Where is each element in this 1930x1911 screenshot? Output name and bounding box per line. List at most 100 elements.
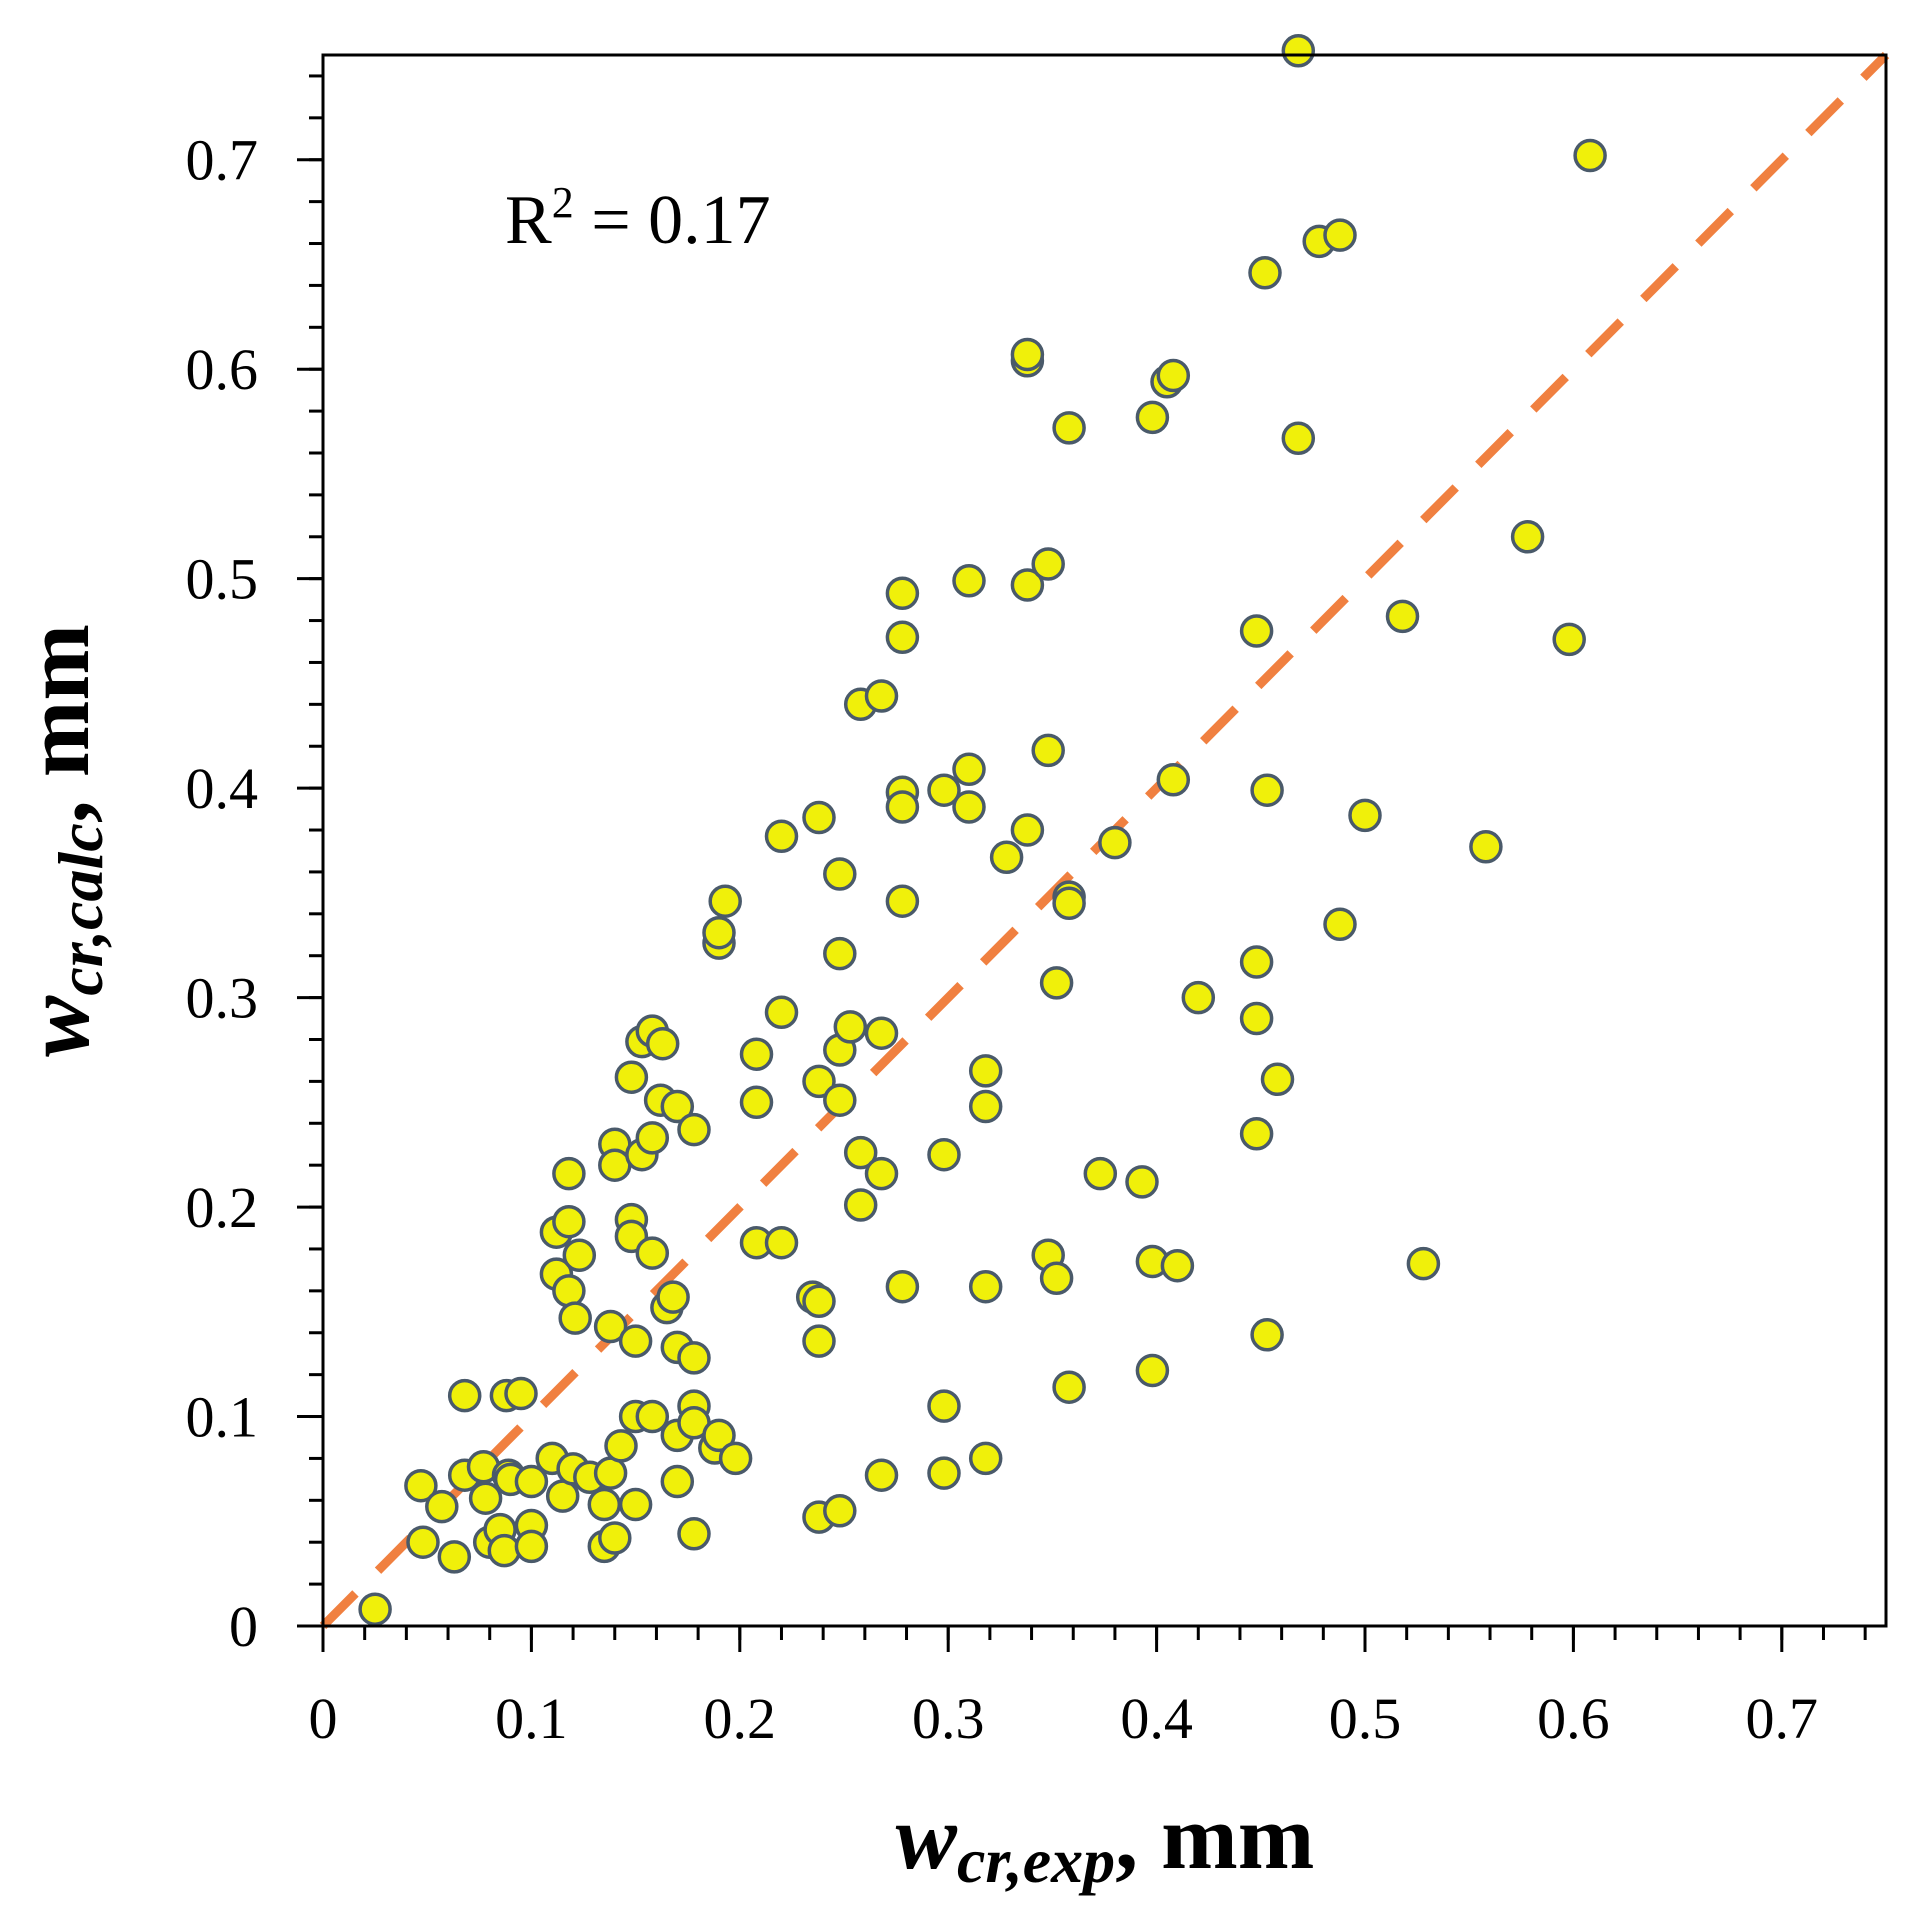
data-points-group [358, 34, 1607, 1626]
data-point [864, 1458, 899, 1492]
data-point [1052, 411, 1086, 445]
data-point [1239, 1117, 1274, 1151]
data-point [739, 1037, 774, 1071]
data-point [618, 1487, 653, 1522]
data-point [823, 857, 857, 891]
data-point [1260, 1062, 1295, 1097]
data-point [635, 1399, 670, 1434]
data-point [885, 1269, 920, 1304]
x-axis-title: wcr,exp, mm [896, 1786, 1315, 1896]
data-point [885, 790, 920, 824]
y-axis-title-unit: , mm [6, 624, 108, 823]
data-point [864, 1156, 899, 1191]
y-axis-title-sub: cr,calc [45, 823, 116, 995]
data-point [660, 1464, 695, 1499]
x-tick-label: 0 [309, 1686, 338, 1751]
data-point [358, 1592, 392, 1626]
data-point [718, 1441, 753, 1476]
data-point [802, 1324, 836, 1358]
data-point [1031, 733, 1065, 768]
data-point [558, 1301, 592, 1335]
data-point [1510, 520, 1545, 554]
data-point [598, 1521, 632, 1555]
data-point [802, 1284, 836, 1319]
data-point [885, 884, 920, 918]
data-point [1552, 622, 1586, 657]
x-tick-label: 0.6 [1537, 1686, 1610, 1751]
data-point [487, 1533, 522, 1568]
data-point [764, 1225, 799, 1260]
x-axis-ticks: 0 0.1 0.2 0.3 0.4 0.5 0.6 0.7 [309, 1626, 1867, 1751]
data-point [562, 1238, 597, 1272]
data-point [1239, 945, 1274, 979]
data-point [1323, 218, 1357, 252]
data-point [989, 840, 1024, 875]
data-point [514, 1464, 549, 1499]
data-point [587, 1487, 622, 1522]
data-point [864, 679, 899, 713]
r-squared-superscript: 2 [552, 178, 574, 227]
y-tick-label: 0.1 [186, 1385, 259, 1450]
data-point [447, 1378, 482, 1413]
plot-frame [321, 53, 1888, 1628]
x-axis-title-sub: cr,exp [957, 1825, 1115, 1896]
x-tick-label: 0.5 [1329, 1686, 1402, 1751]
data-point [739, 1085, 774, 1120]
data-point [1125, 1165, 1159, 1199]
data-point [645, 1026, 680, 1061]
data-point [437, 1540, 472, 1574]
data-point [968, 1054, 1003, 1088]
data-point [677, 1341, 711, 1375]
data-point [1573, 138, 1607, 173]
y-tick-label: 0.6 [186, 337, 259, 402]
data-point [864, 1016, 899, 1050]
r-squared-annotation: R2 = 0.17 [505, 178, 771, 259]
data-point [504, 1376, 538, 1411]
data-point [660, 1089, 695, 1124]
data-point [802, 800, 836, 835]
data-point [927, 1389, 961, 1423]
x-tick-label: 0.4 [1120, 1686, 1193, 1751]
data-point [702, 915, 736, 950]
data-point [1406, 1246, 1441, 1281]
data-point [614, 1060, 649, 1094]
data-point [927, 773, 961, 807]
data-point [656, 1280, 690, 1314]
data-point [1031, 547, 1065, 581]
y-tick-label: 0.2 [186, 1175, 259, 1240]
data-point [1098, 825, 1132, 860]
data-point [1010, 337, 1045, 372]
data-point [1156, 763, 1191, 797]
data-point [823, 1494, 857, 1528]
data-point [968, 1089, 1003, 1124]
data-point [468, 1481, 503, 1515]
data-point [1469, 830, 1503, 864]
data-point [635, 1121, 670, 1155]
data-point [1239, 614, 1274, 648]
data-point [1135, 400, 1170, 435]
data-point [1348, 798, 1382, 833]
y-tick-label: 0.3 [186, 966, 259, 1031]
data-point [1160, 1248, 1195, 1283]
x-tick-label: 0.3 [912, 1686, 985, 1751]
data-point [802, 1064, 836, 1099]
data-point [1052, 886, 1086, 921]
data-point [764, 819, 799, 854]
data-point [1323, 907, 1357, 942]
y-axis-title: wcr,calc, mm [6, 624, 116, 1057]
y-tick-label: 0.4 [186, 756, 259, 821]
data-point [823, 1083, 857, 1117]
data-point [1250, 1318, 1284, 1352]
data-point [927, 1137, 961, 1172]
data-point [552, 1156, 586, 1191]
data-point [1039, 966, 1074, 1000]
data-point [968, 1441, 1003, 1476]
data-point [843, 1188, 878, 1222]
y-tick-label: 0.5 [186, 547, 259, 612]
data-point [764, 995, 799, 1030]
data-point [425, 1489, 459, 1524]
data-point [1135, 1353, 1170, 1388]
data-point [1181, 980, 1216, 1015]
data-point [514, 1529, 549, 1564]
